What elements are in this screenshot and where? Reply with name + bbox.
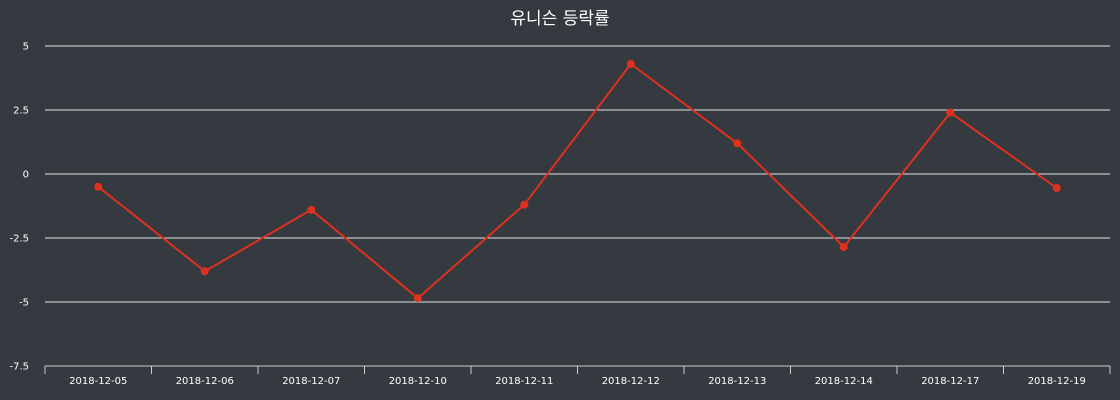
- y-tick-label: -7.5: [9, 362, 29, 373]
- x-tick-label: 2018-12-07: [282, 376, 340, 387]
- x-tick-label: 2018-12-14: [815, 376, 873, 387]
- data-point[interactable]: [946, 108, 955, 117]
- x-tick-label: 2018-12-12: [602, 376, 660, 387]
- x-tick-label: 2018-12-10: [389, 376, 447, 387]
- data-point[interactable]: [94, 182, 103, 191]
- data-point[interactable]: [307, 205, 316, 214]
- series-line: [97, 62, 1058, 300]
- x-tick-label: 2018-12-13: [708, 376, 766, 387]
- data-point[interactable]: [733, 139, 742, 148]
- data-point[interactable]: [413, 294, 422, 303]
- x-tick-label: 2018-12-05: [69, 376, 127, 387]
- y-tick-label: -5: [19, 298, 29, 309]
- y-tick-label: 2.5: [13, 106, 29, 117]
- y-tick-label: 5: [23, 42, 29, 53]
- x-tick-label: 2018-12-06: [176, 376, 234, 387]
- y-axis-ticks: 5 2.5 0 -2.5 -5 -7.5: [9, 42, 29, 373]
- grid-lines: [45, 45, 1110, 303]
- y-tick-label: 0: [23, 170, 29, 181]
- chart-title: 유니슨 등락률: [510, 9, 609, 29]
- data-point[interactable]: [626, 59, 635, 68]
- x-tick-label: 2018-12-19: [1028, 376, 1086, 387]
- series-layer: [94, 59, 1061, 303]
- x-tick-label: 2018-12-11: [495, 376, 553, 387]
- x-axis: 2018-12-05 2018-12-06 2018-12-07 2018-12-10…: [44, 365, 1111, 387]
- data-point[interactable]: [1052, 184, 1061, 193]
- data-point[interactable]: [200, 267, 209, 276]
- data-point[interactable]: [520, 200, 529, 209]
- y-tick-label: -2.5: [9, 234, 29, 245]
- x-tick-label: 2018-12-17: [921, 376, 979, 387]
- data-point[interactable]: [839, 242, 848, 251]
